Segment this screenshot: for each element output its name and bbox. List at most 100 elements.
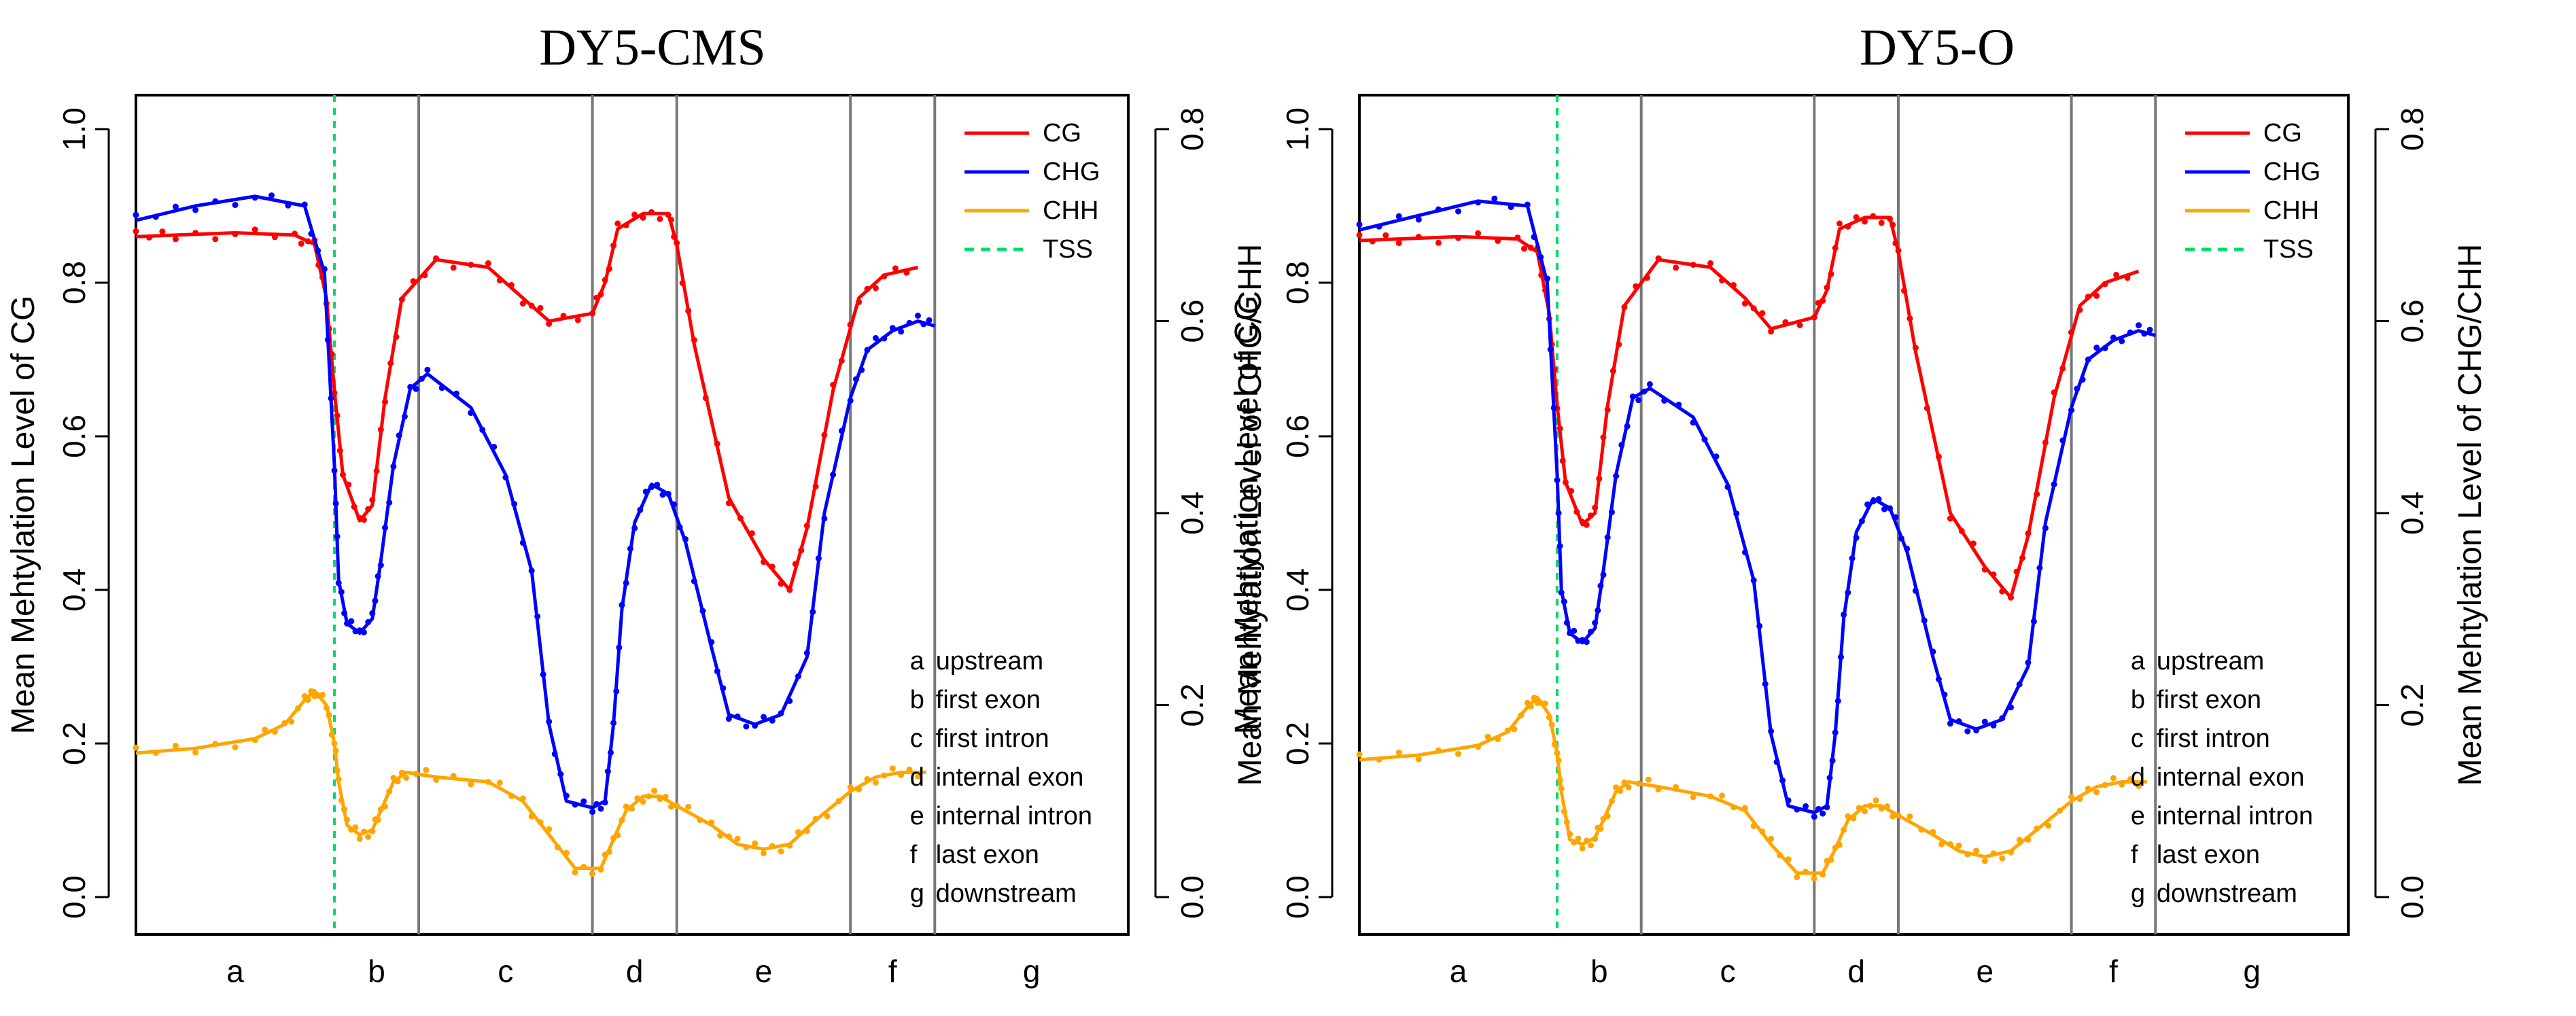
- data-point: [1395, 749, 1402, 756]
- data-point: [619, 817, 625, 824]
- data-point: [2068, 794, 2075, 801]
- data-point: [1981, 718, 1988, 725]
- data-point: [375, 573, 381, 580]
- left-tick-label: 0.8: [56, 261, 92, 304]
- data-point: [778, 710, 784, 717]
- series-line-chh: [1359, 695, 2147, 875]
- data-point: [557, 771, 564, 777]
- data-point: [319, 691, 326, 698]
- data-point: [743, 723, 750, 730]
- data-point: [1912, 587, 1919, 594]
- right-tick-label: 0.4: [2395, 491, 2430, 535]
- data-point: [580, 864, 587, 871]
- data-point: [640, 214, 646, 221]
- data-point: [1824, 284, 1830, 291]
- data-point: [889, 325, 896, 332]
- data-point: [382, 525, 388, 531]
- data-point: [1356, 232, 1363, 239]
- data-point: [838, 357, 845, 364]
- data-point: [332, 500, 339, 507]
- data-point: [1376, 756, 1382, 763]
- data-point: [133, 228, 139, 234]
- data-point: [159, 228, 166, 235]
- data-point: [604, 768, 611, 775]
- data-point: [344, 816, 351, 823]
- data-point: [382, 803, 388, 810]
- data-point: [1568, 488, 1575, 494]
- data-point: [1604, 534, 1611, 541]
- region-desc-letter: a: [2131, 647, 2146, 676]
- data-point: [152, 750, 159, 756]
- data-point: [606, 266, 612, 273]
- data-point: [334, 767, 341, 774]
- data-point: [903, 269, 910, 276]
- data-point: [761, 849, 767, 856]
- data-point: [1973, 727, 1980, 734]
- data-point: [1756, 623, 1763, 629]
- data-point: [479, 427, 486, 434]
- data-point: [212, 740, 219, 747]
- data-point: [1495, 238, 1501, 244]
- region-desc-text: upstream: [2157, 647, 2264, 676]
- data-point: [657, 796, 663, 803]
- data-point: [528, 302, 535, 309]
- data-point: [1768, 835, 1775, 842]
- data-point: [1768, 328, 1775, 335]
- data-point: [1884, 803, 1890, 809]
- data-point: [1890, 813, 1896, 820]
- data-point: [281, 720, 288, 726]
- data-point: [1514, 234, 1521, 241]
- left-tick-label: 0.4: [1280, 568, 1315, 612]
- data-point: [1947, 515, 1953, 522]
- data-point: [192, 207, 199, 213]
- data-point: [623, 803, 629, 810]
- data-point: [398, 769, 405, 776]
- data-point: [1898, 535, 1904, 542]
- data-point: [1845, 813, 1851, 820]
- data-point: [212, 236, 219, 243]
- data-point: [795, 673, 801, 680]
- data-point: [761, 714, 767, 720]
- data-point: [597, 805, 604, 812]
- data-point: [339, 472, 346, 478]
- data-point: [1892, 514, 1899, 521]
- data-point: [1435, 239, 1442, 246]
- legend: CG CHG CHH TSS: [964, 119, 1100, 264]
- data-point: [485, 260, 491, 266]
- data-point: [271, 234, 278, 241]
- data-point: [2119, 782, 2125, 788]
- right-tick-label: 0.2: [1174, 684, 1210, 727]
- data-point: [401, 413, 408, 420]
- data-point: [2013, 568, 2020, 575]
- data-point: [1873, 797, 1879, 804]
- data-point: [146, 234, 152, 241]
- data-point: [915, 313, 921, 319]
- data-point: [1845, 589, 1851, 596]
- data-point: [360, 516, 367, 523]
- right-tick-label: 0.8: [1174, 107, 1210, 151]
- data-point: [720, 685, 727, 692]
- data-point: [708, 819, 715, 826]
- data-point: [1820, 810, 1826, 817]
- data-point: [2076, 306, 2083, 313]
- data-point: [1563, 619, 1570, 626]
- data-point: [1836, 220, 1843, 227]
- left-tick-label: 0.0: [56, 875, 92, 919]
- data-point: [1558, 786, 1565, 792]
- data-point: [889, 765, 896, 772]
- data-point: [2030, 618, 2037, 625]
- data-point: [1912, 345, 1919, 351]
- data-point: [1981, 858, 1988, 864]
- data-point: [691, 578, 697, 584]
- data-point: [892, 265, 899, 272]
- data-point: [1785, 856, 1792, 863]
- region-desc-letter: b: [2131, 686, 2145, 714]
- data-point: [769, 563, 776, 570]
- data-point: [1551, 741, 1558, 748]
- region-desc-letter: g: [910, 879, 924, 908]
- data-point: [778, 848, 784, 855]
- data-point: [563, 849, 570, 856]
- data-point: [511, 501, 518, 508]
- data-point: [551, 750, 558, 757]
- data-point: [348, 618, 355, 625]
